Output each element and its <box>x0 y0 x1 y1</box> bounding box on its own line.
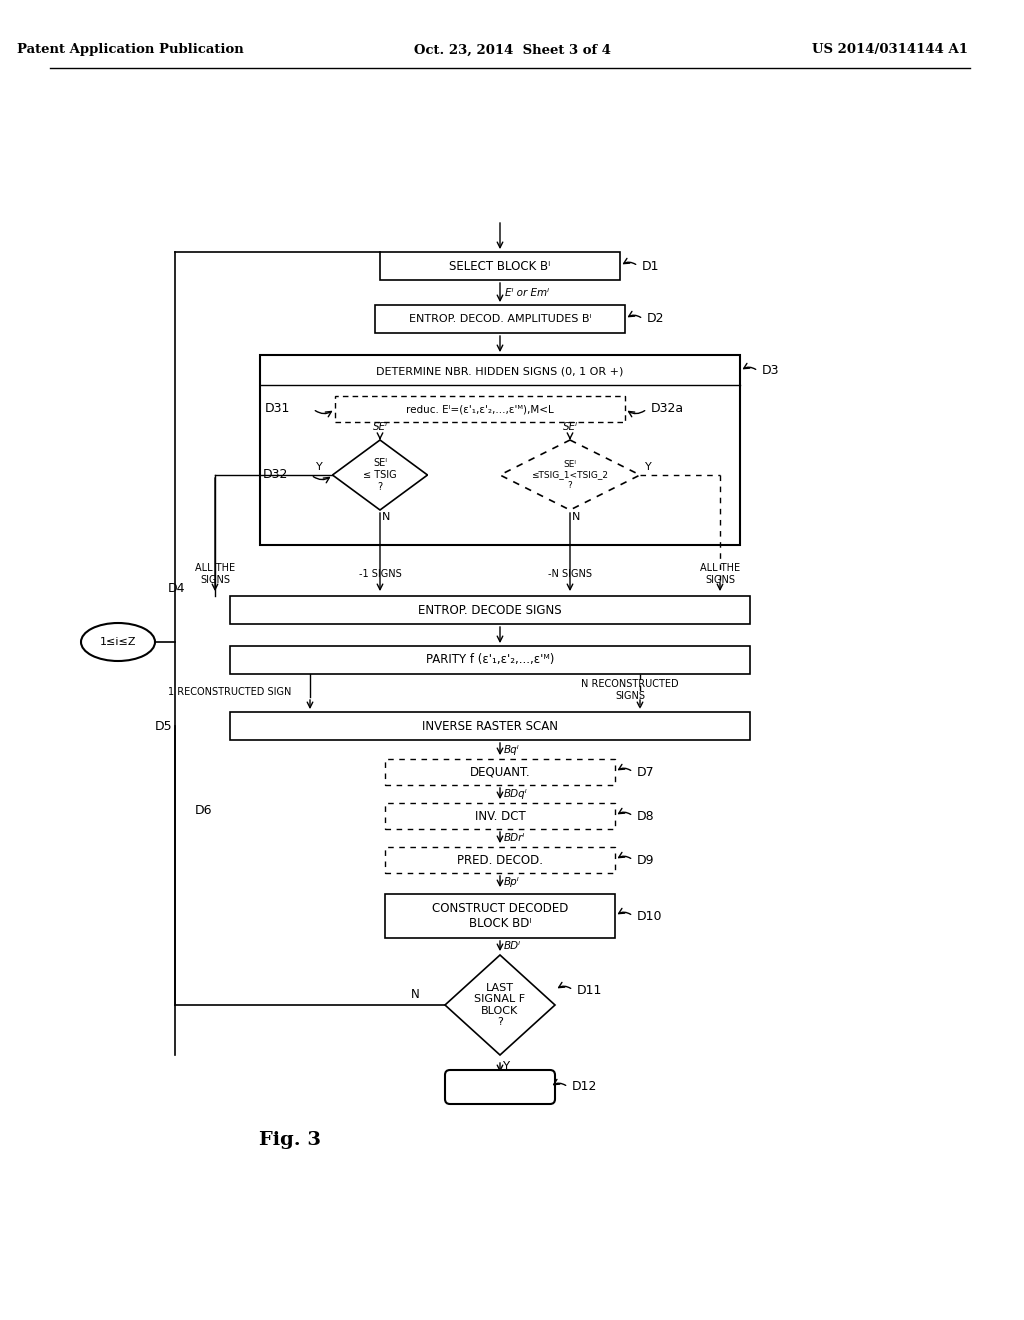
Text: Y: Y <box>316 462 323 473</box>
Text: D32a: D32a <box>651 403 684 416</box>
Text: D32: D32 <box>263 469 289 482</box>
Text: Eᴵ or Emᴵ: Eᴵ or Emᴵ <box>505 288 549 298</box>
Text: D1: D1 <box>642 260 659 272</box>
Polygon shape <box>333 440 427 510</box>
Text: ALL THE
SIGNS: ALL THE SIGNS <box>195 564 236 585</box>
FancyBboxPatch shape <box>230 711 750 741</box>
Text: D12: D12 <box>572 1081 597 1093</box>
Text: PRED. DECOD.: PRED. DECOD. <box>457 854 543 866</box>
Text: Fig. 3: Fig. 3 <box>259 1131 321 1148</box>
Text: Oct. 23, 2014  Sheet 3 of 4: Oct. 23, 2014 Sheet 3 of 4 <box>414 44 610 57</box>
Text: Patent Application Publication: Patent Application Publication <box>16 44 244 57</box>
Text: N RECONSTRUCTED
SIGNS: N RECONSTRUCTED SIGNS <box>582 680 679 701</box>
Text: SELECT BLOCK Bᴵ: SELECT BLOCK Bᴵ <box>450 260 551 272</box>
Text: DEQUANT.: DEQUANT. <box>470 766 530 779</box>
Text: D4: D4 <box>168 582 185 594</box>
FancyBboxPatch shape <box>375 305 625 333</box>
Polygon shape <box>500 440 640 510</box>
FancyBboxPatch shape <box>230 597 750 624</box>
Text: PARITY f (ε'₁,ε'₂,...,ε'ᴹ): PARITY f (ε'₁,ε'₂,...,ε'ᴹ) <box>426 653 554 667</box>
Text: reduc. Eᴵ=(ε'₁,ε'₂,...,ε'ᴹ),M<L: reduc. Eᴵ=(ε'₁,ε'₂,...,ε'ᴹ),M<L <box>407 404 554 414</box>
Text: INVERSE RASTER SCAN: INVERSE RASTER SCAN <box>422 719 558 733</box>
Polygon shape <box>445 954 555 1055</box>
Text: D7: D7 <box>637 766 654 779</box>
Text: D11: D11 <box>577 983 602 997</box>
Text: Y: Y <box>503 1060 510 1073</box>
Text: SEᴵ
≤TSIG_1<TSIG_2
?: SEᴵ ≤TSIG_1<TSIG_2 ? <box>531 461 608 490</box>
Text: SEᴵ: SEᴵ <box>562 422 578 432</box>
FancyBboxPatch shape <box>380 252 620 280</box>
Text: ENTROP. DECODE SIGNS: ENTROP. DECODE SIGNS <box>418 603 562 616</box>
Text: Bpᴵ: Bpᴵ <box>504 876 519 887</box>
Text: INV. DCT: INV. DCT <box>475 809 525 822</box>
FancyBboxPatch shape <box>385 847 615 873</box>
FancyBboxPatch shape <box>260 355 740 545</box>
Text: D31: D31 <box>265 403 291 416</box>
FancyBboxPatch shape <box>230 645 750 675</box>
Text: -1 SIGNS: -1 SIGNS <box>358 569 401 579</box>
Text: D8: D8 <box>637 809 654 822</box>
Ellipse shape <box>81 623 155 661</box>
Text: N: N <box>411 989 420 1002</box>
Text: 1≤i≤Z: 1≤i≤Z <box>99 638 136 647</box>
FancyBboxPatch shape <box>385 894 615 939</box>
Text: D3: D3 <box>762 364 779 378</box>
Text: US 2014/0314144 A1: US 2014/0314144 A1 <box>812 44 968 57</box>
Text: Y: Y <box>645 462 651 473</box>
Text: SEᴵ
≤ TSIG
?: SEᴵ ≤ TSIG ? <box>364 458 397 491</box>
Text: SEᴵ: SEᴵ <box>373 422 387 432</box>
Text: BDrᴵ: BDrᴵ <box>504 833 525 843</box>
Text: D5: D5 <box>155 719 173 733</box>
Text: LAST
SIGNAL F
BLOCK
?: LAST SIGNAL F BLOCK ? <box>474 982 525 1027</box>
Text: Bqᴵ: Bqᴵ <box>504 744 519 755</box>
FancyBboxPatch shape <box>385 803 615 829</box>
Text: ENTROP. DECOD. AMPLITUDES Bᴵ: ENTROP. DECOD. AMPLITUDES Bᴵ <box>409 314 591 323</box>
Text: D6: D6 <box>195 804 213 817</box>
Text: BDᴵ: BDᴵ <box>504 941 521 950</box>
Text: N: N <box>571 512 581 521</box>
Text: ALL THE
SIGNS: ALL THE SIGNS <box>700 564 740 585</box>
Text: N: N <box>382 512 390 521</box>
Text: DETERMINE NBR. HIDDEN SIGNS (0, 1 OR +): DETERMINE NBR. HIDDEN SIGNS (0, 1 OR +) <box>376 366 624 376</box>
Text: D2: D2 <box>647 313 665 326</box>
Text: D9: D9 <box>637 854 654 866</box>
Text: -N SIGNS: -N SIGNS <box>548 569 592 579</box>
Text: BDqᴵ: BDqᴵ <box>504 789 527 799</box>
Text: CONSTRUCT DECODED
BLOCK BDᴵ: CONSTRUCT DECODED BLOCK BDᴵ <box>432 902 568 931</box>
FancyBboxPatch shape <box>335 396 625 422</box>
Text: D10: D10 <box>637 909 663 923</box>
Text: 1 RECONSTRUCTED SIGN: 1 RECONSTRUCTED SIGN <box>168 686 292 697</box>
FancyBboxPatch shape <box>385 759 615 785</box>
FancyBboxPatch shape <box>445 1071 555 1104</box>
